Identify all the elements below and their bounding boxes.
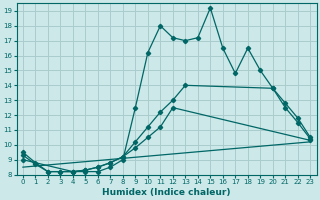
- X-axis label: Humidex (Indice chaleur): Humidex (Indice chaleur): [102, 188, 231, 197]
